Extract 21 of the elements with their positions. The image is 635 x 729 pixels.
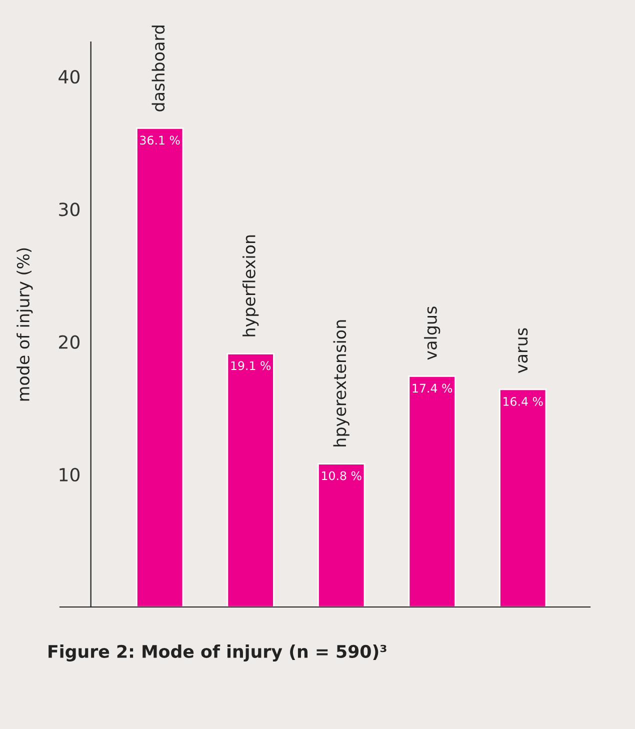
- data-label: 16.4 %: [504, 396, 543, 406]
- text: Figure 2: Mode of injury (n = 590)³: [48, 644, 386, 662]
- data-label: 17.4 %: [412, 384, 452, 393]
- y-axis-title: mode of injury (%): [16, 248, 33, 401]
- bar: [226, 352, 274, 607]
- bar: [136, 128, 184, 607]
- x-tick-label: dashboard: [152, 26, 165, 112]
- y-tick-label: 30: [59, 202, 80, 216]
- data-label: 36.1 %: [140, 136, 180, 145]
- x-tick-label: hyperflexion: [242, 235, 259, 336]
- y-tick-label: 40: [58, 70, 80, 84]
- x-tick-label: varus: [518, 328, 528, 374]
- bar: [408, 376, 456, 607]
- data-label: 10.8 %: [322, 471, 362, 480]
- bar: [318, 463, 366, 607]
- data-label: 19.1 %: [231, 361, 271, 370]
- y-tick-label: 10: [60, 468, 80, 482]
- y-tick-label: 20: [59, 335, 80, 349]
- x-tick-label: valgus: [424, 306, 440, 360]
- bar: [499, 388, 547, 607]
- x-tick-label: hpyerextension: [333, 320, 350, 446]
